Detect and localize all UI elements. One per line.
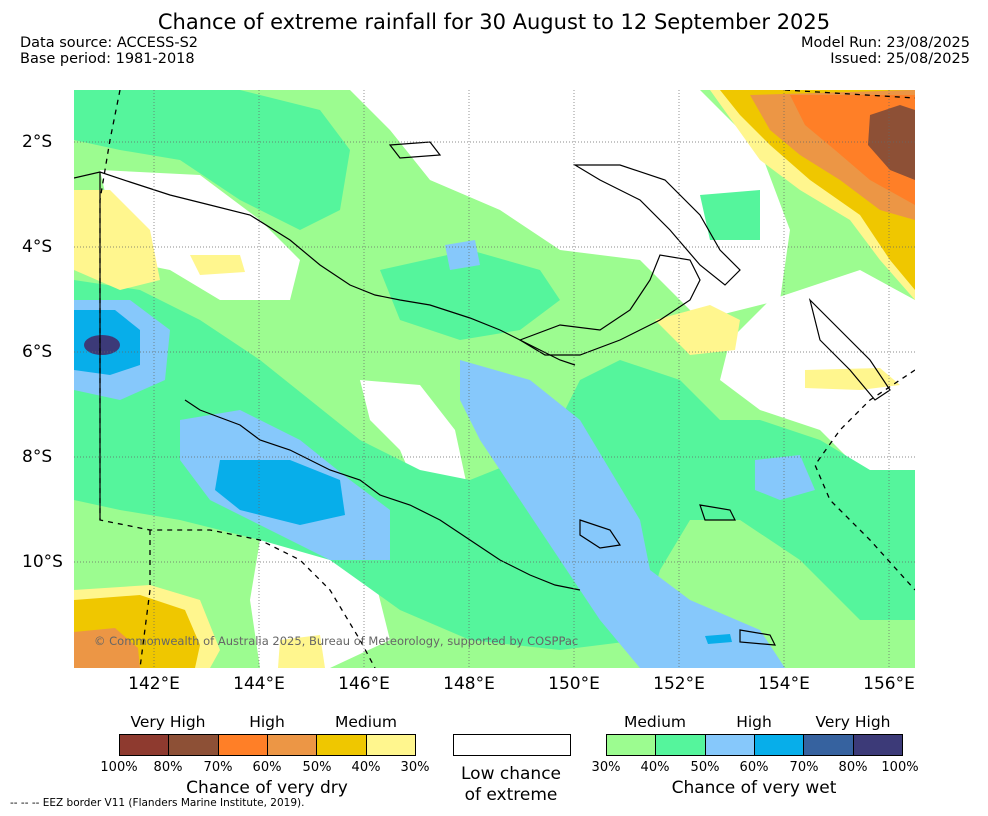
dry-category-medium: Medium: [335, 713, 397, 731]
wet-tick-30: 30%: [591, 760, 621, 775]
new-britain-coast: [518, 254, 701, 356]
dry-30-40-area-2: [74, 190, 160, 290]
dry-tick-50: 50%: [302, 760, 332, 775]
base-period: Base period: 1981-2018: [20, 51, 195, 67]
wet-50-60-area-3: [460, 360, 785, 668]
header-left: Data source: ACCESS-S2 Base period: 1981…: [20, 35, 198, 67]
wet-60-70-area-3: [705, 634, 732, 644]
lat-label-10s: 10°S: [22, 552, 63, 572]
low-chance-area-north: [350, 90, 790, 320]
wet-swatch-2: [705, 735, 755, 755]
new-guinea-north-coast: [74, 171, 576, 366]
low-chance-swatch: [453, 734, 571, 756]
wet-tick-80: 80%: [838, 760, 868, 775]
wet-40-50-area-4: [700, 190, 760, 240]
lon-label-150e: 150°E: [548, 674, 600, 694]
lon-label-146e: 146°E: [338, 674, 390, 694]
wet-swatch-0: [607, 735, 657, 755]
wet-colorbar: [606, 734, 903, 756]
lon-label-154e: 154°E: [758, 674, 810, 694]
dry-legend-title: Chance of very dry: [186, 778, 348, 798]
lon-label-144e: 144°E: [233, 674, 285, 694]
bougainville-coast: [808, 298, 891, 401]
dry-swatch-3: [267, 735, 318, 755]
wet-tick-60: 60%: [739, 760, 769, 775]
wet-category-very-high: Very High: [815, 713, 891, 731]
lon-label-148e: 148°E: [443, 674, 495, 694]
lon-label-142e: 142°E: [128, 674, 180, 694]
dry-tick-60: 60%: [252, 760, 282, 775]
dry-70-80-area-1: [868, 105, 915, 180]
dry-swatch-5: [366, 735, 415, 755]
dry-category-very-high: Very High: [130, 713, 206, 731]
wet-tick-100: 100%: [881, 760, 919, 775]
wet-swatch-4: [804, 735, 854, 755]
data-source: Data source: ACCESS-S2: [20, 35, 199, 51]
wet-legend-title: Chance of very wet: [671, 778, 837, 798]
dry-30-40-area-7: [278, 635, 325, 668]
dry-tick-40: 40%: [351, 760, 381, 775]
chart-title: Chance of extreme rainfall for 30 August…: [157, 10, 831, 34]
manus-coast: [388, 141, 442, 159]
wet-category-high: High: [736, 713, 772, 731]
graticule: [74, 90, 915, 668]
lat-label-4s: 4°S: [22, 237, 53, 257]
dry-50-60-area-2: [74, 628, 140, 668]
eez-footnote: -- -- -- EEZ border V11 (Flanders Marine…: [10, 797, 305, 809]
dry-swatch-4: [317, 735, 367, 755]
dry-swatch-1: [169, 735, 219, 755]
new-ireland-coast: [572, 164, 741, 286]
wet-category-medium: Medium: [624, 713, 686, 731]
dry-tick-70: 70%: [203, 760, 233, 775]
wet-swatch-1: [656, 735, 706, 755]
lat-label-8s: 8°S: [22, 447, 53, 467]
wet-tick-70: 70%: [789, 760, 819, 775]
dry-swatch-2: [218, 735, 268, 755]
map-field: © Commonwealth of Australia 2025, Bureau…: [74, 90, 915, 668]
wet-60-70-area-2: [215, 460, 345, 525]
islands-southeast: [579, 504, 777, 646]
wet-40-50-area-3: [380, 250, 560, 340]
dry-tick-30: 30%: [400, 760, 430, 775]
lon-label-156e: 156°E: [863, 674, 915, 694]
dry-swatch-0: [120, 735, 170, 755]
wet-50-60-area-5: [445, 240, 480, 270]
low-chance-area-west: [100, 170, 300, 300]
dry-30-40-area-4: [805, 368, 900, 390]
header-right: Model Run: 23/08/2025 Issued: 25/08/2025: [801, 35, 970, 67]
model-run: Model Run: 23/08/2025: [800, 35, 970, 51]
wet-tick-50: 50%: [690, 760, 720, 775]
lat-label-2s: 2°S: [22, 132, 53, 152]
issued-date: Issued: 25/08/2025: [830, 51, 970, 67]
lon-label-152e: 152°E: [653, 674, 705, 694]
dry-30-40-area-5: [190, 255, 245, 275]
low-chance-title-line1: Low chance: [461, 764, 561, 784]
wet-tick-40: 40%: [640, 760, 670, 775]
dry-category-high: High: [249, 713, 285, 731]
wet-swatch-5: [853, 735, 902, 755]
wet-40-50-area-1: [74, 90, 350, 230]
dry-colorbar: [119, 734, 416, 756]
dry-tick-100: 100%: [100, 760, 138, 775]
lat-label-6s: 6°S: [22, 342, 53, 362]
copyright-text: © Commonwealth of Australia 2025, Bureau…: [94, 634, 578, 648]
wet-swatch-3: [754, 735, 805, 755]
dry-tick-80: 80%: [153, 760, 183, 775]
wet-80-100-area: [84, 335, 120, 355]
dry-30-40-area-3: [655, 305, 740, 355]
eez-border: [99, 90, 915, 668]
low-chance-title-line2: of extreme: [464, 785, 558, 805]
wet-50-60-area-4: [755, 455, 815, 500]
